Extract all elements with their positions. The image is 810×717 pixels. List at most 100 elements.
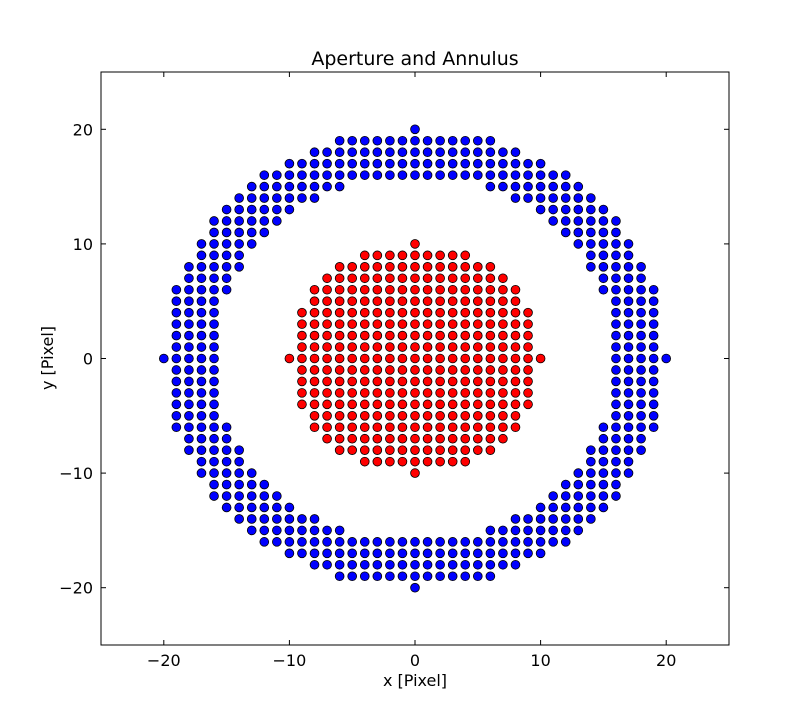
series-0-point <box>422 537 433 547</box>
series-0-point <box>196 410 207 421</box>
series-1-point <box>460 422 471 433</box>
series-0-point <box>221 273 232 284</box>
series-0-point <box>510 559 521 570</box>
series-1-point <box>523 365 533 375</box>
series-1-point <box>372 250 383 261</box>
series-0-point <box>447 147 458 158</box>
series-1-point <box>523 388 533 398</box>
series-1-point <box>397 273 408 284</box>
series-0-point <box>472 147 483 158</box>
series-0-point <box>209 319 219 329</box>
series-1-point <box>334 262 345 272</box>
series-0-point <box>347 537 358 547</box>
series-1-point <box>447 399 458 410</box>
series-0-point <box>422 147 433 158</box>
series-0-point <box>598 284 609 295</box>
series-1-point <box>410 433 420 444</box>
series-1-point <box>334 342 345 352</box>
series-1-point <box>422 376 433 387</box>
series-1-point <box>372 376 383 387</box>
series-0-point <box>485 571 496 582</box>
series-0-point <box>209 479 219 490</box>
series-1-point <box>359 388 370 398</box>
series-0-point <box>284 158 295 169</box>
series-0-point <box>410 158 420 169</box>
series-0-point <box>623 433 634 444</box>
y-axis-label: y [Pixel] <box>38 326 57 390</box>
series-0-point <box>598 456 609 467</box>
series-1-point <box>435 456 445 467</box>
series-0-point <box>184 433 194 444</box>
series-0-point <box>284 181 295 192</box>
series-1-point <box>435 399 445 410</box>
series-0-point <box>410 135 420 146</box>
series-1-point <box>359 296 370 307</box>
series-1-point <box>297 307 307 318</box>
series-0-point <box>196 365 207 375</box>
series-1-point <box>535 353 546 364</box>
series-0-point <box>259 227 270 238</box>
series-0-point <box>586 193 596 203</box>
series-0-point <box>272 204 282 215</box>
series-0-point <box>234 239 244 249</box>
series-0-point <box>196 353 207 364</box>
series-0-point <box>611 239 621 249</box>
series-0-point <box>498 559 508 570</box>
series-0-point <box>611 262 621 272</box>
series-1-point <box>523 353 533 364</box>
series-0-point <box>196 376 207 387</box>
series-1-point <box>410 445 420 455</box>
series-1-point <box>359 284 370 295</box>
series-0-point <box>623 273 634 284</box>
series-0-point <box>297 158 307 169</box>
series-0-point <box>460 158 471 169</box>
series-1-point <box>372 273 383 284</box>
series-0-point <box>372 147 383 158</box>
series-1-point <box>447 445 458 455</box>
series-0-point <box>560 193 571 203</box>
series-1-point <box>435 410 445 421</box>
series-1-point <box>385 422 395 433</box>
series-1-point <box>359 330 370 341</box>
series-0-point <box>447 571 458 582</box>
series-0-point <box>309 170 320 180</box>
series-1-point <box>498 410 508 421</box>
series-1-point <box>410 273 420 284</box>
series-1-point <box>347 410 358 421</box>
series-0-point <box>611 468 621 478</box>
series-1-point <box>435 262 445 272</box>
series-0-point <box>611 227 621 238</box>
series-0-point <box>573 491 584 501</box>
series-1-point <box>410 239 420 249</box>
series-1-point <box>523 399 533 410</box>
series-0-point <box>472 559 483 570</box>
series-0-point <box>472 170 483 180</box>
series-0-point <box>385 170 395 180</box>
series-0-point <box>272 514 282 524</box>
series-0-point <box>184 365 194 375</box>
series-0-point <box>636 330 646 341</box>
series-0-point <box>573 468 584 478</box>
series-0-point <box>535 548 546 559</box>
series-1-point <box>334 330 345 341</box>
series-0-point <box>385 571 395 582</box>
series-0-point <box>623 422 634 433</box>
series-1-point <box>322 376 332 387</box>
series-0-point <box>221 216 232 226</box>
series-0-point <box>560 537 571 547</box>
series-0-point <box>573 239 584 249</box>
series-1-point <box>485 410 496 421</box>
series-1-point <box>297 388 307 398</box>
series-0-point <box>322 525 332 536</box>
series-1-point <box>359 307 370 318</box>
series-0-point <box>648 399 659 410</box>
series-1-point <box>523 330 533 341</box>
series-0-point <box>460 559 471 570</box>
series-1-point <box>297 342 307 352</box>
series-0-point <box>246 181 257 192</box>
series-1-point <box>460 319 471 329</box>
series-1-point <box>322 353 332 364</box>
series-0-point <box>498 548 508 559</box>
series-0-point <box>523 181 533 192</box>
series-1-point <box>422 319 433 329</box>
